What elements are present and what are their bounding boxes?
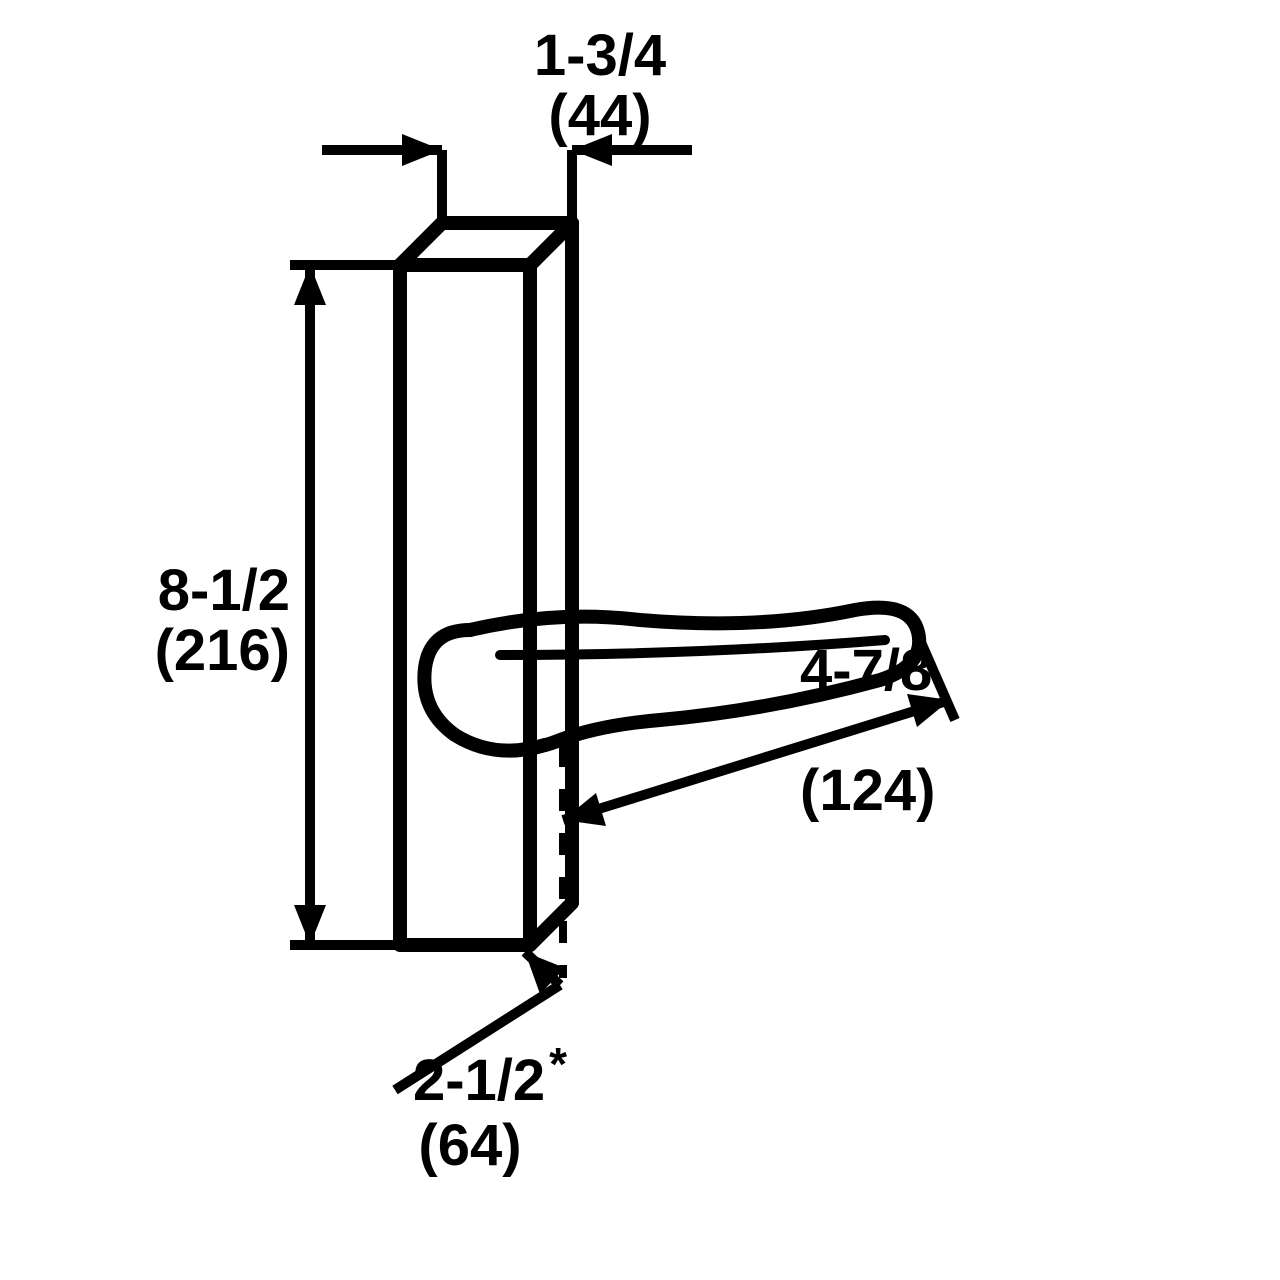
plate-front-face: [400, 265, 530, 945]
dim-depth-asterisk: *: [549, 1038, 567, 1090]
dim-height: 8-1/2 (216): [155, 265, 400, 945]
dim-depth-metric: (64): [418, 1113, 521, 1178]
dim-width-metric: (44): [548, 83, 651, 148]
dim-depth: 2-1/2* (64): [395, 952, 567, 1178]
dim-lever-imperial: 4-7/8: [800, 638, 932, 703]
lever-diagram: 1-3/4 (44) 8-1/2 (216) 4-7/8 (124): [0, 0, 1280, 1280]
dim-lever: 4-7/8 (124): [563, 638, 955, 826]
dim-height-metric: (216): [155, 618, 290, 683]
dim-lever-metric: (124): [800, 758, 935, 823]
dim-height-imperial: 8-1/2: [158, 558, 290, 623]
dim-width: 1-3/4 (44): [322, 23, 692, 223]
dim-depth-imperial: 2-1/2: [413, 1048, 545, 1113]
dim-width-imperial: 1-3/4: [534, 23, 666, 88]
dim-depth-imperial-line: 2-1/2*: [413, 1038, 567, 1113]
